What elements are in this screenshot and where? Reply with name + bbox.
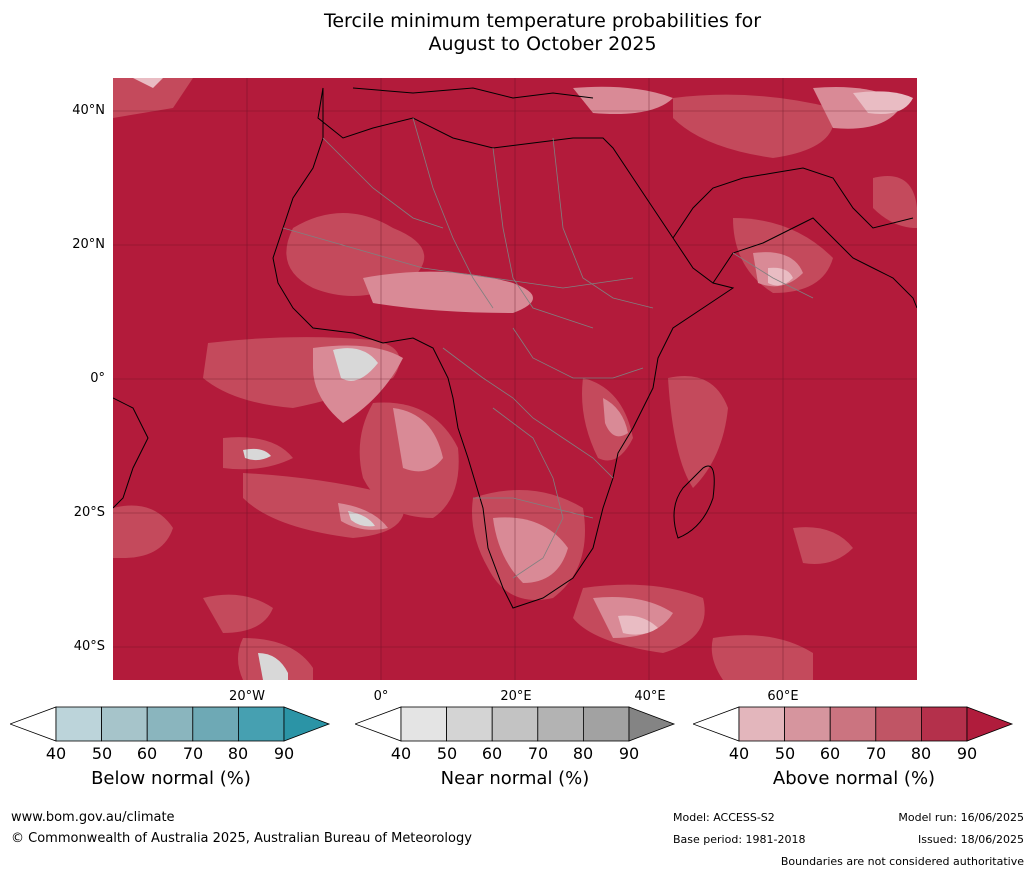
tick: 80 [910,744,932,763]
tick: 50 [436,744,458,763]
colorbar-segment [582,706,630,742]
title-line-2: August to October 2025 [428,33,657,55]
lat-label-20n: 20°N [72,237,105,252]
footer-model: Model: ACCESS-S2 [673,811,775,824]
lon-label-0: 0° [373,689,389,704]
tick: 60 [481,744,503,763]
footer-copyright: © Commonwealth of Australia 2025, Austra… [11,831,472,846]
colorbar-label-above: Above normal (%) [772,768,936,789]
country-borders [282,117,814,579]
colorbar-segment [738,706,785,742]
lat-label-0: 0° [90,371,105,386]
tick: 40 [728,744,750,763]
colorbar-segment [237,706,285,742]
lon-label-40e: 40°E [634,689,666,704]
tick: 70 [182,744,204,763]
tick: 80 [227,744,249,763]
lon-label-20w: 20°W [229,689,265,704]
colorbar-segment [920,706,968,742]
tick: 90 [273,744,295,763]
tick: 90 [956,744,978,763]
colorbar-extend-high [628,706,676,742]
colorbar-near-normal [355,706,676,742]
graticule [113,78,917,680]
probability-map[interactable] [113,78,917,680]
colorbar-segment [829,706,877,742]
colorbar-label-below: Below normal (%) [91,768,251,789]
footer-model-run: Model run: 16/06/2025 [898,811,1024,824]
lat-label-40n: 40°N [72,103,105,118]
colorbar-segment [146,706,194,742]
colorbar-segment [491,706,539,742]
lat-label-20s: 20°S [73,505,105,520]
footer-disclaimer: Boundaries are not considered authoritat… [780,855,1024,868]
tick: 60 [819,744,841,763]
tick: 70 [865,744,887,763]
colorbar-segment [400,706,447,742]
colorbar-below-normal [10,706,331,742]
footer-base-period: Base period: 1981-2018 [673,833,806,846]
lon-label-60e: 60°E [767,689,799,704]
colorbar-segment [192,706,239,742]
tick: 70 [527,744,549,763]
colorbar-segment [875,706,922,742]
colorbar-segment [55,706,102,742]
tick: 50 [91,744,113,763]
title-line-1: Tercile minimum temperature probabilitie… [323,10,762,32]
probability-patches [113,78,917,680]
colorbar-segment [446,706,493,742]
colorbar-segment [537,706,584,742]
colorbar-extend-low [355,706,402,742]
colorbar-label-near: Near normal (%) [440,768,590,789]
tick: 90 [618,744,640,763]
tick: 80 [572,744,594,763]
colorbar-extend-high [283,706,331,742]
tick: 40 [390,744,412,763]
lon-label-20e: 20°E [500,689,532,704]
colorbar-segment [784,706,831,742]
colorbar-extend-low [693,706,740,742]
colorbar-segment [101,706,148,742]
map-svg [113,78,917,680]
tick: 60 [136,744,158,763]
footer-website[interactable]: www.bom.gov.au/climate [11,810,175,825]
coastlines [113,87,917,609]
map-title: Tercile minimum temperature probabilitie… [0,10,1035,56]
colorbar-extend-high [966,706,1014,742]
colorbar-above-normal [693,706,1014,742]
tick: 40 [45,744,67,763]
tick: 50 [774,744,796,763]
footer-issued: Issued: 18/06/2025 [917,833,1024,846]
lat-label-40s: 40°S [73,639,105,654]
colorbar-extend-low [10,706,57,742]
